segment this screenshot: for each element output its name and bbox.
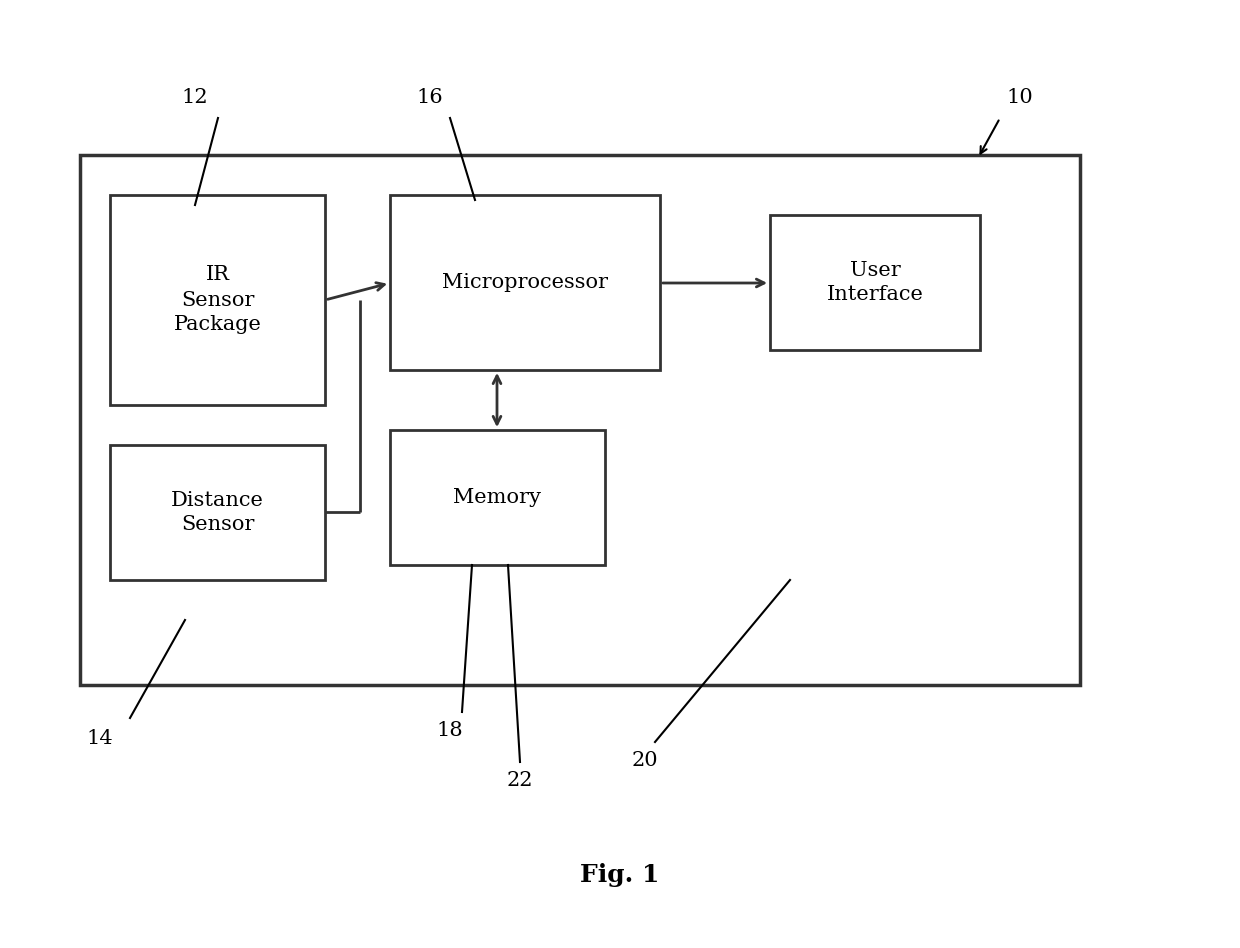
Text: 16: 16 xyxy=(417,87,444,106)
Text: 18: 18 xyxy=(436,720,464,739)
Text: 10: 10 xyxy=(1007,87,1033,106)
Bar xyxy=(391,430,605,565)
Text: 14: 14 xyxy=(87,728,113,748)
Bar xyxy=(770,215,980,350)
Text: 12: 12 xyxy=(182,87,208,106)
Text: 20: 20 xyxy=(631,751,658,770)
Text: 22: 22 xyxy=(507,771,533,790)
Text: Fig. 1: Fig. 1 xyxy=(580,863,660,887)
Bar xyxy=(391,195,660,370)
Bar xyxy=(110,195,325,405)
Bar xyxy=(81,155,1080,685)
Text: Microprocessor: Microprocessor xyxy=(441,273,608,292)
Text: Memory: Memory xyxy=(454,488,542,507)
Text: Distance
Sensor: Distance Sensor xyxy=(171,490,264,535)
Text: IR
Sensor
Package: IR Sensor Package xyxy=(174,265,262,335)
Bar xyxy=(110,445,325,580)
Text: User
Interface: User Interface xyxy=(827,261,924,304)
